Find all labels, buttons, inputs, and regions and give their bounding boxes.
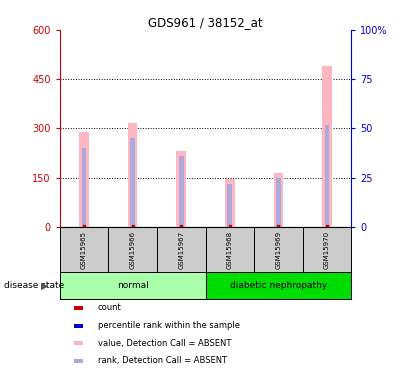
Text: GSM15966: GSM15966	[129, 231, 136, 268]
Text: GSM15968: GSM15968	[227, 231, 233, 268]
Bar	[325, 125, 330, 227]
Bar	[74, 341, 83, 345]
Text: disease state: disease state	[4, 281, 65, 290]
Bar	[176, 152, 186, 227]
Bar	[74, 358, 83, 363]
Bar	[108, 227, 157, 272]
Bar	[130, 138, 135, 227]
Bar	[74, 324, 83, 328]
Bar	[274, 172, 283, 227]
Text: GSM15967: GSM15967	[178, 231, 184, 268]
Bar	[303, 227, 351, 272]
Bar	[60, 227, 108, 272]
Text: ▶: ▶	[41, 281, 48, 291]
Text: diabetic nephropathy: diabetic nephropathy	[230, 281, 327, 290]
Bar	[254, 227, 303, 272]
Text: normal: normal	[117, 281, 148, 290]
Text: GSM15969: GSM15969	[275, 231, 282, 268]
Bar	[128, 123, 137, 227]
Bar	[322, 66, 332, 227]
Bar	[227, 184, 232, 227]
Text: percentile rank within the sample: percentile rank within the sample	[97, 321, 240, 330]
Text: GSM15970: GSM15970	[324, 231, 330, 268]
Bar	[206, 227, 254, 272]
Bar	[74, 306, 83, 310]
Text: count: count	[97, 303, 121, 312]
Text: value, Detection Call = ABSENT: value, Detection Call = ABSENT	[97, 339, 231, 348]
Bar	[276, 177, 281, 227]
Title: GDS961 / 38152_at: GDS961 / 38152_at	[148, 16, 263, 29]
Text: rank, Detection Call = ABSENT: rank, Detection Call = ABSENT	[97, 356, 226, 365]
Bar	[60, 272, 206, 299]
Bar	[179, 156, 184, 227]
Text: GSM15965: GSM15965	[81, 231, 87, 268]
Bar	[225, 179, 235, 227]
Bar	[79, 132, 89, 227]
Bar	[157, 227, 206, 272]
Bar	[206, 272, 351, 299]
Bar	[81, 148, 86, 227]
